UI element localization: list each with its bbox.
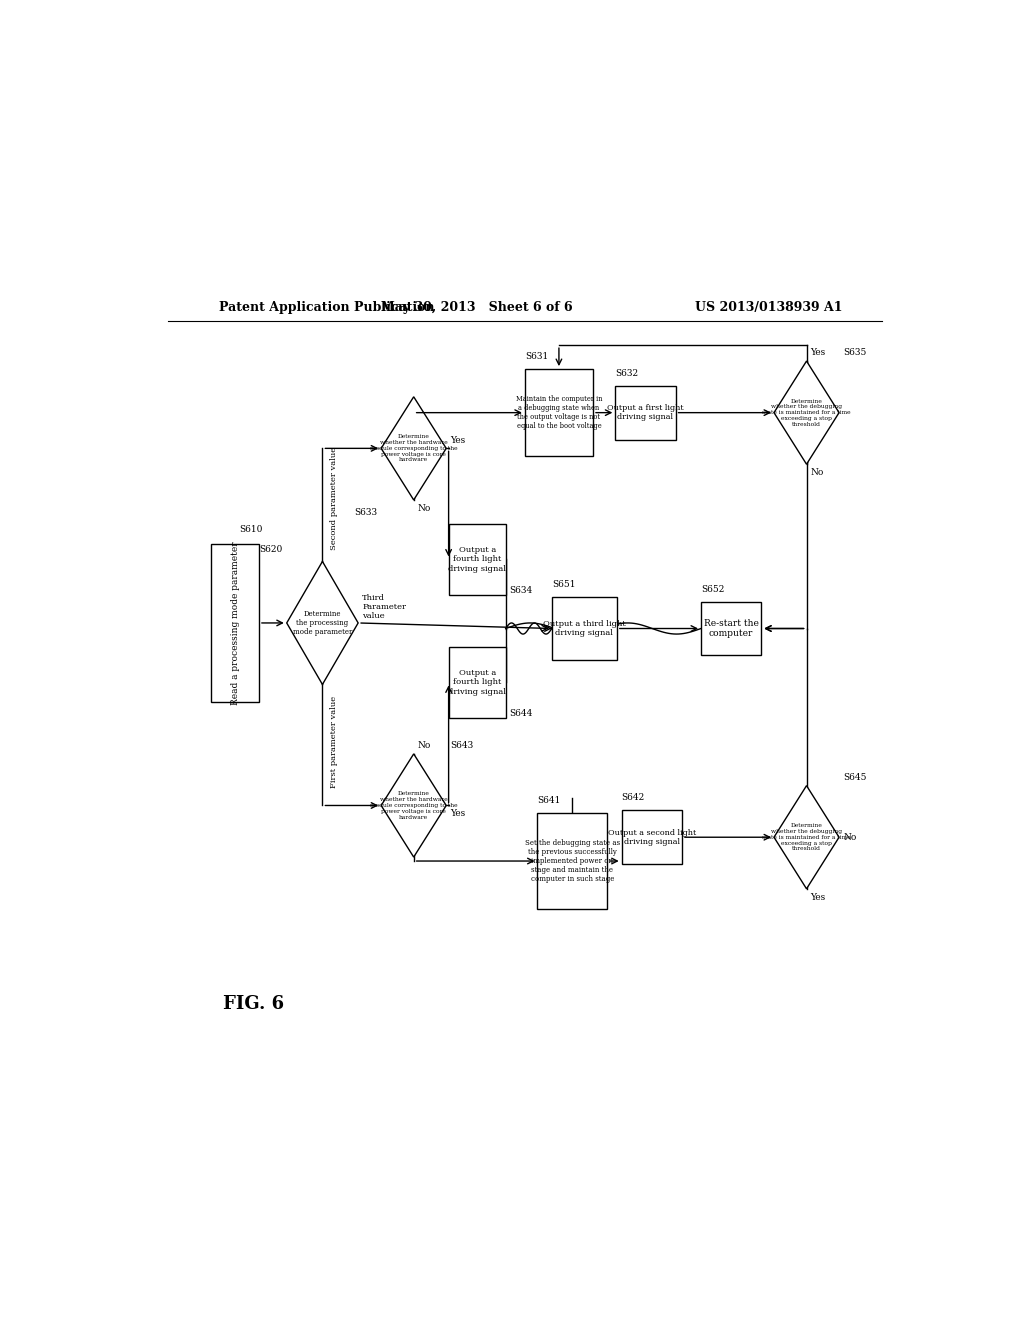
Text: S643: S643 (451, 741, 473, 750)
Text: No: No (811, 469, 824, 478)
Text: Determine
whether the hardware
module corresponding to the
power voltage is core: Determine whether the hardware module co… (370, 792, 458, 820)
Bar (538, 813, 607, 908)
Text: S642: S642 (622, 793, 645, 803)
Text: S652: S652 (701, 585, 724, 594)
Text: FIG. 6: FIG. 6 (223, 995, 285, 1012)
Text: Third
Parameter
value: Third Parameter value (362, 594, 407, 620)
Text: S633: S633 (354, 508, 377, 517)
Polygon shape (381, 754, 446, 857)
Text: S610: S610 (240, 525, 262, 535)
Text: Output a first light
driving signal: Output a first light driving signal (607, 404, 684, 421)
Text: Output a
fourth light
driving signal: Output a fourth light driving signal (449, 546, 506, 573)
Bar (211, 544, 259, 702)
Text: First parameter value: First parameter value (331, 697, 338, 788)
Text: Output a
fourth light
driving signal: Output a fourth light driving signal (449, 669, 506, 696)
Text: S644: S644 (510, 709, 534, 718)
Text: No: No (418, 504, 431, 513)
Text: Maintain the computer in
a debugging state when
the output voltage is not
equal : Maintain the computer in a debugging sta… (516, 395, 602, 430)
Text: Output a second light
driving signal: Output a second light driving signal (607, 829, 696, 846)
Bar (622, 810, 682, 865)
Text: Determine
whether the debugging
state is maintained for a time
exceeding a stop
: Determine whether the debugging state is… (762, 399, 851, 426)
Text: Yes: Yes (451, 436, 466, 445)
Text: S645: S645 (843, 772, 866, 781)
Text: Set the debugging state as
the previous successfully
implemented power on
stage : Set the debugging state as the previous … (525, 838, 620, 883)
Text: Output a third light
driving signal: Output a third light driving signal (543, 620, 626, 638)
Text: Determine
whether the debugging
state is maintained for a time
exceeding a stop
: Determine whether the debugging state is… (762, 824, 851, 851)
Text: Determine
the processing
mode parameter: Determine the processing mode parameter (293, 610, 352, 636)
Text: Yes: Yes (451, 809, 466, 818)
Bar (449, 524, 506, 595)
Text: Read a processing mode parameter: Read a processing mode parameter (230, 541, 240, 705)
Text: S634: S634 (510, 586, 532, 595)
Text: S641: S641 (538, 796, 561, 805)
Text: S631: S631 (524, 352, 548, 362)
Text: May 30, 2013   Sheet 6 of 6: May 30, 2013 Sheet 6 of 6 (381, 301, 573, 314)
Text: Second parameter value: Second parameter value (331, 446, 338, 549)
Text: S635: S635 (843, 348, 866, 358)
Text: S632: S632 (615, 368, 638, 378)
Text: S651: S651 (552, 579, 575, 589)
Bar (701, 602, 761, 656)
Polygon shape (774, 785, 839, 888)
Bar (449, 647, 506, 718)
Text: Yes: Yes (811, 892, 825, 902)
Text: No: No (843, 833, 856, 842)
Bar (615, 385, 676, 440)
Bar (524, 370, 593, 457)
Text: Patent Application Publication: Patent Application Publication (219, 301, 435, 314)
Text: S620: S620 (259, 545, 283, 553)
Polygon shape (381, 397, 446, 500)
Text: Re-start the
computer: Re-start the computer (703, 619, 759, 638)
Text: No: No (418, 741, 431, 750)
Text: US 2013/0138939 A1: US 2013/0138939 A1 (694, 301, 842, 314)
Polygon shape (287, 561, 358, 685)
Polygon shape (774, 362, 839, 465)
Text: Yes: Yes (811, 348, 825, 358)
Text: Determine
whether the hardware
module corresponding to the
power voltage is core: Determine whether the hardware module co… (370, 434, 458, 462)
Bar (552, 597, 616, 660)
